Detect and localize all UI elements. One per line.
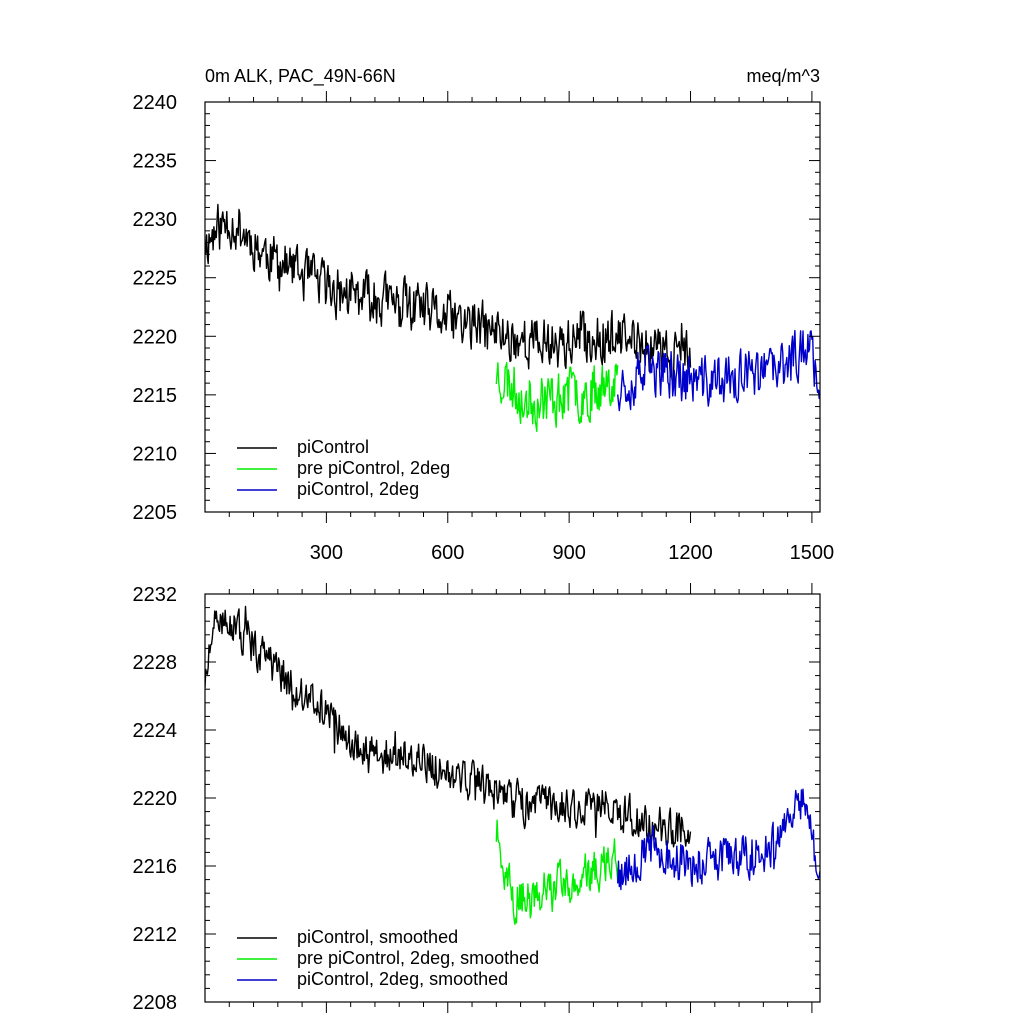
series-line-3 (617, 788, 820, 891)
x-tick-label: 1200 (668, 542, 713, 564)
panel-title-right: meq/m^3 (747, 66, 820, 86)
series-line-1 (205, 203, 692, 387)
legend-label-2: pre piControl, 2deg, smoothed (297, 948, 539, 968)
x-tick-label: 1500 (790, 542, 835, 564)
y-tick-label: 2208 (133, 992, 178, 1014)
legend-label-1: piControl, smoothed (297, 927, 458, 947)
series-line-2 (495, 819, 619, 925)
legend-label-2: pre piControl, 2deg (297, 458, 450, 478)
y-tick-label: 2230 (133, 209, 178, 231)
x-tick-label: 900 (552, 542, 585, 564)
series-group (205, 605, 820, 925)
chart-panel-2: 2208 2212 2216 2220 2224 2228 2232 piControl, s… (133, 583, 821, 1014)
y-tick-label: 2240 (133, 92, 178, 114)
y-tick-label: 2216 (133, 856, 178, 878)
plot-frame (204, 101, 821, 513)
legend-label-3: piControl, 2deg, smoothed (297, 969, 508, 989)
series-line-3 (617, 329, 820, 412)
y-tick-label: 2232 (133, 584, 178, 606)
y-tick-label: 2220 (133, 788, 178, 810)
y-tick-label: 2212 (133, 924, 178, 946)
x-tick-label: 300 (310, 542, 343, 564)
legend-label-1: piControl (297, 437, 369, 457)
y-tick-label: 2205 (133, 502, 178, 524)
y-tick-label: 2235 (133, 151, 178, 173)
y-tick-label: 2228 (133, 652, 178, 674)
panel-title-left: 0m ALK, PAC_49N-66N (205, 66, 396, 87)
series-group (205, 203, 820, 432)
series-line-2 (495, 362, 619, 432)
legend-label-3: piControl, 2deg (297, 479, 419, 499)
x-tick-label: 600 (431, 542, 464, 564)
y-tick-label: 2210 (133, 443, 178, 465)
series-line-1 (205, 605, 692, 848)
chart-panel-1: 2205 2210 2215 2220 2225 2230 2235 2240 300 600 90… (133, 66, 835, 564)
y-tick-label: 2224 (133, 720, 178, 742)
y-tick-label: 2215 (133, 385, 178, 407)
y-tick-label: 2220 (133, 326, 178, 348)
y-tick-label: 2225 (133, 268, 178, 290)
